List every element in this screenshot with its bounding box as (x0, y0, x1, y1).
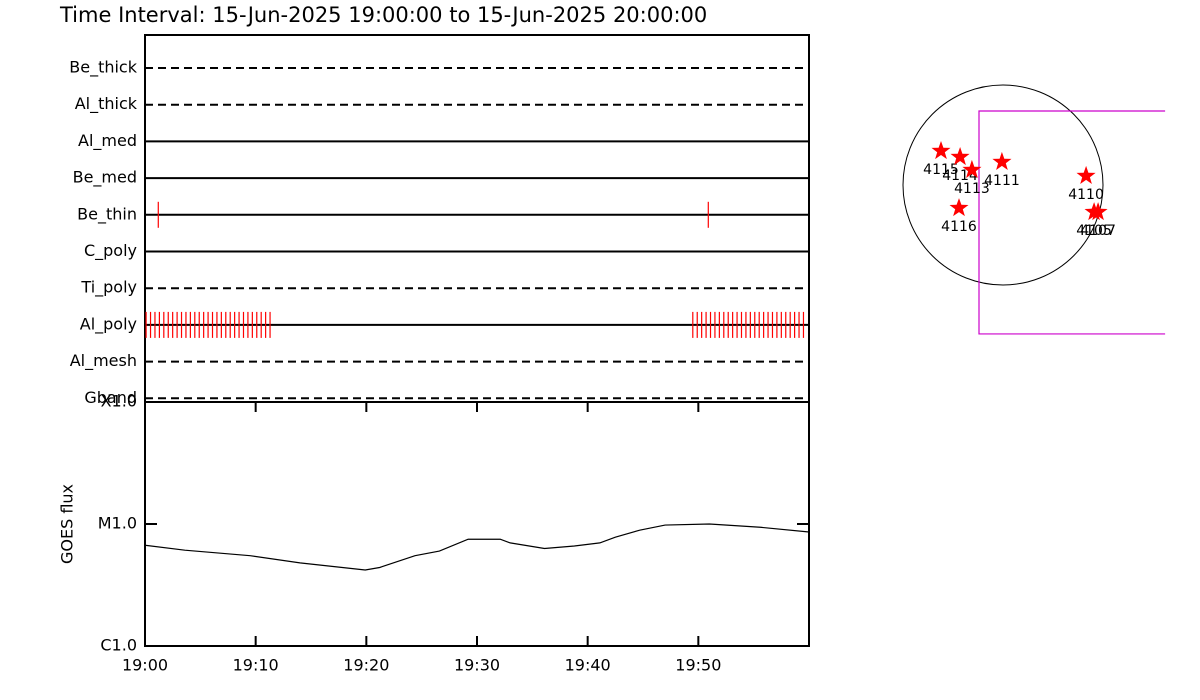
active-region-label: 4116 (941, 219, 977, 235)
filter-label: Be_thick (69, 58, 137, 78)
xrt-fov (978, 110, 1166, 335)
active-region-star (962, 159, 982, 178)
filter-label: Al_thick (75, 94, 138, 114)
active-region-star (1076, 165, 1096, 184)
x-tick-label: 19:10 (233, 656, 279, 675)
x-tick-label: 19:30 (454, 656, 500, 675)
filter-label: Gband (84, 388, 137, 407)
active-region-label: 4105 (1076, 223, 1112, 239)
active-region-star (950, 147, 970, 166)
filter-label: Al_med (78, 131, 137, 151)
y-tick-label: C1.0 (100, 636, 137, 655)
filter-label: Be_thin (77, 204, 137, 224)
timeline-frame (144, 34, 810, 403)
solar-disk (902, 84, 1104, 286)
active-region-star (992, 151, 1012, 170)
filter-label: Be_med (73, 168, 137, 188)
y-tick-label: M1.0 (98, 514, 137, 533)
filter-label: Ti_poly (80, 278, 137, 298)
active-region-label: 4113 (954, 181, 990, 197)
active-region-star (931, 141, 951, 160)
active-region-star (1088, 202, 1108, 221)
y-axis-label: GOES flux (58, 484, 77, 564)
x-tick-label: 19:20 (343, 656, 389, 675)
active-region-label: 4107 (1080, 223, 1116, 239)
filter-label: C_poly (84, 241, 137, 261)
y-tick-label: X1.0 (101, 392, 137, 411)
x-tick-label: 19:00 (122, 656, 168, 675)
goes-curve (144, 523, 810, 571)
active-region-label: 4111 (984, 173, 1020, 189)
chart-title: Time Interval: 15-Jun-2025 19:00:00 to 1… (59, 3, 707, 27)
filter-label: Al_poly (80, 314, 137, 334)
x-tick-label: 19:40 (565, 656, 611, 675)
active-region-label: 4115 (923, 162, 959, 178)
active-region-label: 4110 (1068, 187, 1104, 203)
x-tick-label: 19:50 (675, 656, 721, 675)
active-region-star (949, 198, 969, 217)
filter-label: Al_mesh (70, 351, 137, 371)
